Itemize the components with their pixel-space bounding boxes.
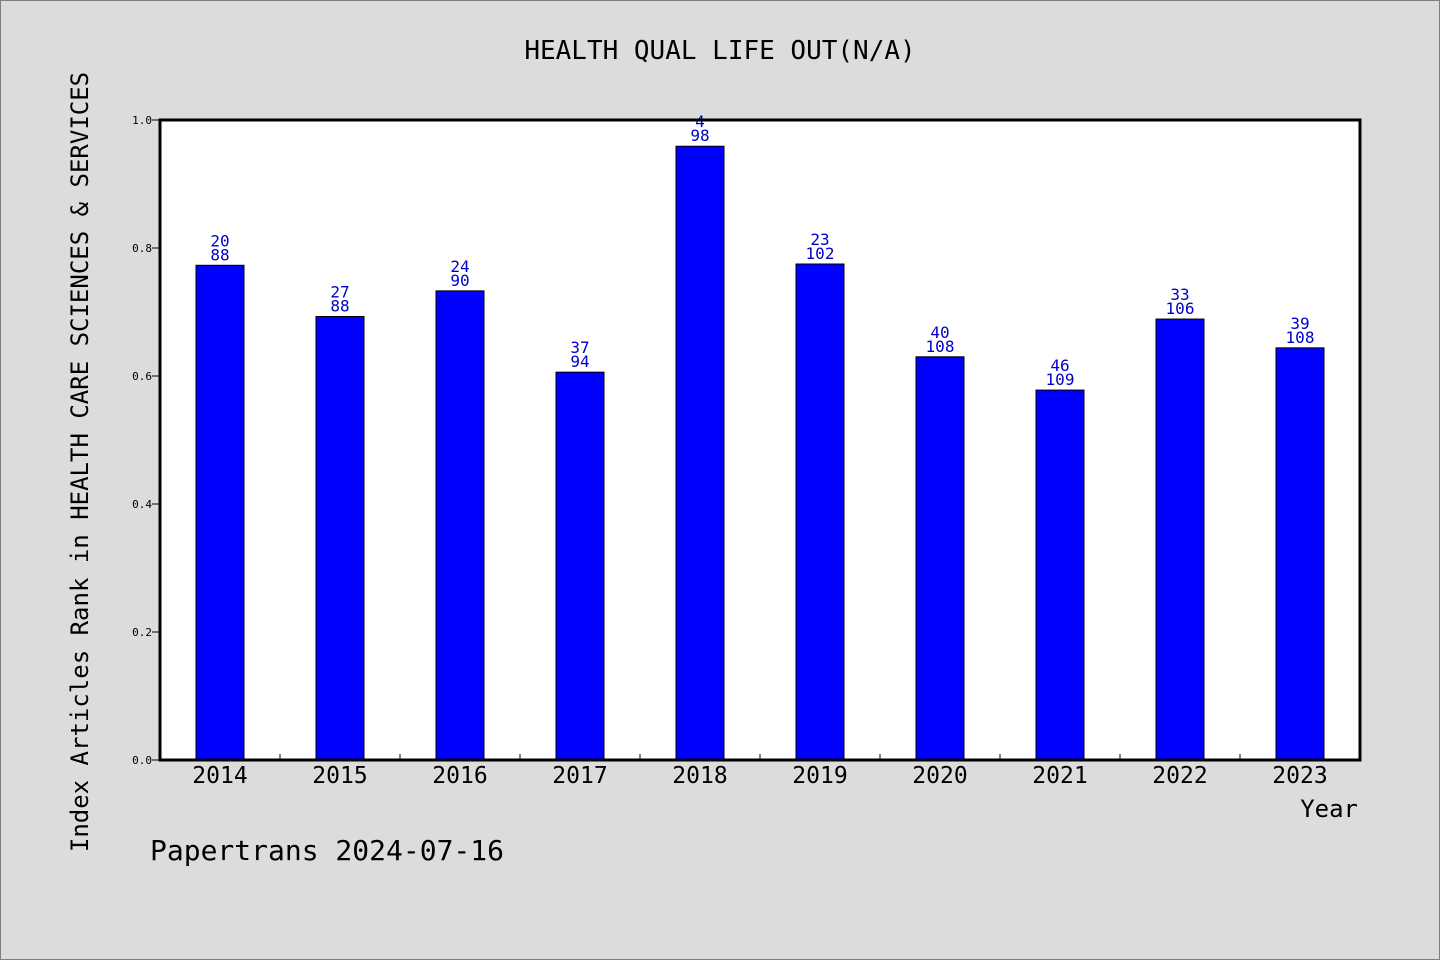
bar-rank-label: 37 [570, 338, 589, 357]
bar-total-label: 94 [570, 352, 589, 371]
y-tick-label: 0.6 [132, 370, 152, 383]
bar-total-label: 88 [210, 245, 229, 264]
y-tick-label: 0.4 [132, 498, 152, 511]
bar-rank-label: 27 [330, 282, 349, 301]
bar [915, 356, 965, 761]
bar [195, 264, 245, 761]
bar [315, 315, 365, 761]
x-tick-label: 2015 [312, 763, 367, 789]
x-tick-label: 2014 [192, 763, 247, 789]
bar-rank-label: 23 [810, 230, 829, 249]
bar-rank-label: 4 [695, 112, 705, 131]
y-tick-label: 0.2 [132, 626, 152, 639]
bars-group [195, 145, 1325, 761]
y-tick-label: 0.8 [132, 242, 152, 255]
x-tick-label: 2021 [1032, 763, 1087, 789]
bar-total-label: 102 [806, 244, 835, 263]
x-tick-label: 2022 [1152, 763, 1207, 789]
bar-total-label: 90 [450, 271, 469, 290]
footer-note: Papertrans 2024-07-16 [150, 834, 505, 867]
bar-rank-label: 24 [450, 257, 469, 276]
bar-total-label: 108 [1286, 328, 1315, 347]
x-tick-label: 2017 [552, 763, 607, 789]
bar [795, 263, 845, 761]
bar [1035, 389, 1085, 761]
bar-rank-label: 33 [1170, 285, 1189, 304]
x-ticks-group: 2014 2015 2016 2017 2018 2019 2020 2021 2022 2023 [192, 754, 1328, 789]
bar-total-label: 98 [690, 126, 709, 145]
bar [555, 371, 605, 761]
bar-rank-label: 20 [210, 231, 229, 250]
bar-rank-label: 39 [1290, 314, 1309, 333]
y-ticks-group: 0.0 0.2 0.4 0.6 0.8 1.0 [132, 114, 160, 767]
y-tick-label: 0.0 [132, 754, 152, 767]
y-tick-label: 1.0 [132, 114, 152, 127]
bar-total-label: 106 [1166, 299, 1195, 318]
x-tick-label: 2018 [672, 763, 727, 789]
bar-total-label: 88 [330, 296, 349, 315]
bar [675, 145, 725, 761]
x-tick-label: 2016 [432, 763, 487, 789]
bar-rank-label: 46 [1050, 356, 1069, 375]
bar-rank-label: 40 [930, 323, 949, 342]
x-tick-label: 2020 [912, 763, 967, 789]
bar-total-label: 108 [926, 337, 955, 356]
bar-total-label: 109 [1046, 370, 1075, 389]
bar [435, 290, 485, 761]
bar-labels-group: 2088278824903794498231024010846109331063… [210, 112, 1314, 389]
bar [1275, 347, 1325, 761]
chart-title: HEALTH QUAL LIFE OUT(N/A) [524, 36, 916, 66]
x-axis-label: Year [1300, 795, 1358, 823]
plot-border [158, 118, 1362, 762]
x-tick-label: 2019 [792, 763, 847, 789]
x-tick-label: 2023 [1272, 763, 1327, 789]
bar [1155, 318, 1205, 761]
